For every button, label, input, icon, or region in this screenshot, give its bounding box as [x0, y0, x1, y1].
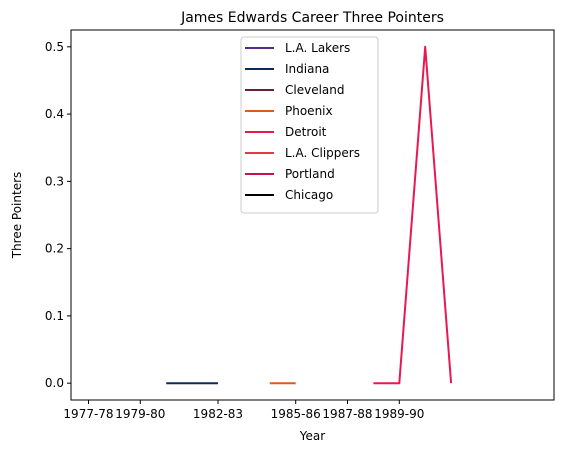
series-line-detroit	[373, 45, 453, 385]
y-tick-label: 0.1	[45, 309, 64, 323]
x-tick-label: 1982-83	[193, 407, 243, 421]
legend-label-indiana: Indiana	[285, 62, 329, 76]
legend-label-l-a-lakers: L.A. Lakers	[285, 41, 350, 55]
legend-box	[240, 36, 379, 214]
x-tick-label: 1979-80	[115, 407, 165, 421]
x-tick-label: 1977-78	[63, 407, 113, 421]
y-tick-label: 0.0	[45, 376, 64, 390]
axes: 0.0 0.1 0.2 0.3 0.4 0.5 1977-78 1979-80 1982-83 1…	[45, 29, 555, 421]
plot-frame	[70, 29, 555, 401]
chart-title: James Edwards Career Three Pointers	[180, 10, 444, 26]
y-tick-label: 0.4	[45, 107, 64, 121]
y-tick-label: 0.2	[45, 242, 64, 256]
x-tick-label: 1987-88	[322, 407, 372, 421]
legend-label-portland: Portland	[285, 167, 335, 181]
legend-label-cleveland: Cleveland	[285, 83, 345, 97]
legend: L.A. Lakers Indiana Cleveland Phoenix Detroi…	[240, 36, 379, 214]
y-axis-label: Three Pointers	[10, 172, 24, 260]
legend-label-l-a-clippers: L.A. Clippers	[285, 146, 360, 160]
x-axis-label: Year	[299, 429, 325, 443]
legend-label-detroit: Detroit	[285, 125, 327, 139]
y-tick-label: 0.5	[45, 40, 64, 54]
legend-label-phoenix: Phoenix	[285, 104, 333, 118]
legend-label-chicago: Chicago	[285, 188, 333, 202]
x-tick-label: 1985-86	[271, 407, 321, 421]
x-tick-label: 1989-90	[374, 407, 424, 421]
y-tick-label: 0.3	[45, 174, 64, 188]
plot-lines	[166, 45, 453, 385]
